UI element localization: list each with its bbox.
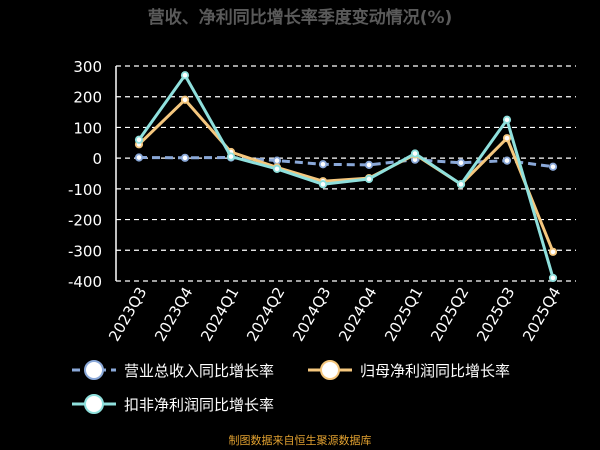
y-tick-label: -300: [68, 242, 102, 260]
y-tick-label: 100: [73, 119, 102, 137]
series-0-point: [456, 158, 466, 167]
x-tick-label: 2025Q2: [427, 284, 472, 345]
legend-label: 归母净利润同比增长率: [360, 362, 510, 380]
series-2-point: [410, 149, 420, 158]
y-tick-label: 0: [92, 150, 102, 168]
series-0-point: [272, 156, 282, 165]
y-tick-label: -100: [68, 181, 102, 199]
x-tick-label: 2025Q1: [381, 284, 426, 345]
series-1-point: [502, 134, 512, 143]
legend-swatch-marker: [320, 360, 340, 380]
legend-label: 营业总收入同比增长率: [124, 362, 274, 380]
legend-item-0: 营业总收入同比增长率: [72, 360, 274, 380]
series-0-point: [502, 156, 512, 165]
series-2-point: [318, 180, 328, 189]
series-0-point: [364, 160, 374, 169]
y-tick-label: -200: [68, 212, 102, 230]
series-2-point: [456, 180, 466, 189]
series-2-point: [134, 135, 144, 144]
legend-item-1: 归母净利润同比增长率: [308, 360, 510, 380]
series-2-point: [548, 273, 558, 283]
series-2-point: [364, 174, 374, 184]
x-tick-label: 2024Q4: [335, 284, 380, 345]
series-2-point: [272, 164, 282, 173]
series-2-point: [180, 71, 190, 80]
chart-title: 营收、净利同比增长率季度变动情况(%): [148, 7, 453, 28]
x-tick-label: 2024Q2: [243, 284, 288, 345]
series-0-point: [318, 160, 328, 169]
x-tick-label: 2023Q4: [151, 284, 196, 345]
series-0-point: [134, 153, 144, 162]
x-tick-label: 2024Q3: [289, 284, 334, 345]
series-2-point: [502, 115, 512, 124]
y-axis: 300 200 100 0 -100 -200 -300 -400: [68, 58, 117, 291]
legend-swatch-marker: [84, 360, 104, 380]
source-note: 制图数据来自恒生聚源数据库: [229, 433, 372, 447]
y-tick-label: -400: [68, 273, 102, 291]
x-tick-label: 2025Q3: [473, 284, 518, 345]
legend-label: 扣非净利润同比增长率: [124, 396, 274, 414]
x-tick-label: 2025Q4: [519, 284, 564, 345]
series-line-1: [137, 98, 555, 253]
series-lines: [134, 71, 558, 283]
y-tick-label: 300: [73, 58, 102, 76]
series-2-point: [226, 152, 236, 161]
x-tick-label: 2024Q1: [197, 284, 242, 345]
legend-item-2: 扣非净利润同比增长率: [72, 394, 274, 414]
series-0-point: [548, 162, 558, 171]
x-tick-label: 2023Q3: [105, 284, 150, 345]
series-1-point: [180, 95, 190, 104]
x-axis: 2023Q3 2023Q4 2024Q1 2024Q2 2024Q3 2024Q4 2025…: [105, 284, 564, 345]
y-tick-label: 200: [73, 89, 102, 107]
legend-swatch-marker: [84, 394, 104, 414]
series-line-2: [137, 73, 555, 279]
series-line-0: [138, 156, 554, 169]
series-0-point: [180, 153, 190, 162]
series-1-point: [548, 247, 558, 256]
